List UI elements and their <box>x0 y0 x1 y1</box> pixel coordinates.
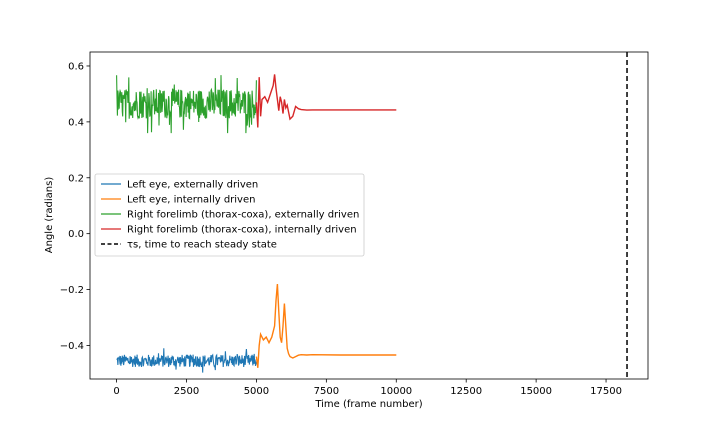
legend: Left eye, externally driven Left eye, int… <box>94 173 365 257</box>
legend-label: Left eye, internally driven <box>127 195 255 206</box>
x-tick-label: 7500 <box>314 386 339 397</box>
x-tick-label: 12500 <box>450 386 482 397</box>
y-axis: −0.4 −0.2 0.0 0.2 0.4 0.6 <box>60 61 90 352</box>
y-tick-label: 0.0 <box>68 229 84 240</box>
legend-label: Right forelimb (thorax-coxa), internally… <box>127 225 357 236</box>
y-tick-label: 0.4 <box>68 117 84 128</box>
x-tick-label: 2500 <box>174 386 199 397</box>
series-line-3 <box>255 74 397 128</box>
x-tick-label: 10000 <box>380 386 412 397</box>
series-line-1 <box>255 283 397 368</box>
legend-label: τs, time to reach steady state <box>127 240 277 251</box>
legend-label: Left eye, externally driven <box>127 180 258 191</box>
y-tick-label: 0.2 <box>68 173 84 184</box>
axes-frame <box>89 51 649 380</box>
y-tick-label: −0.2 <box>60 285 84 296</box>
x-tick-label: 15000 <box>520 386 552 397</box>
x-tick-label: 17500 <box>590 386 622 397</box>
x-tick-label: 5000 <box>244 386 269 397</box>
series-line-0 <box>116 348 257 373</box>
y-tick-label: 0.6 <box>68 61 84 72</box>
y-tick-label: −0.4 <box>60 341 84 352</box>
x-tick-label: 0 <box>113 386 119 397</box>
legend-label: Right forelimb (thorax-coxa), externally… <box>127 210 359 221</box>
plot-area <box>116 52 628 379</box>
legend-box <box>94 173 365 257</box>
series-line-2 <box>116 75 257 134</box>
x-axis: 0 2500 5000 7500 10000 12500 15000 17500 <box>113 379 622 397</box>
y-axis-label: Angle (radians) <box>44 177 55 254</box>
x-axis-label: Time (frame number) <box>314 399 422 410</box>
